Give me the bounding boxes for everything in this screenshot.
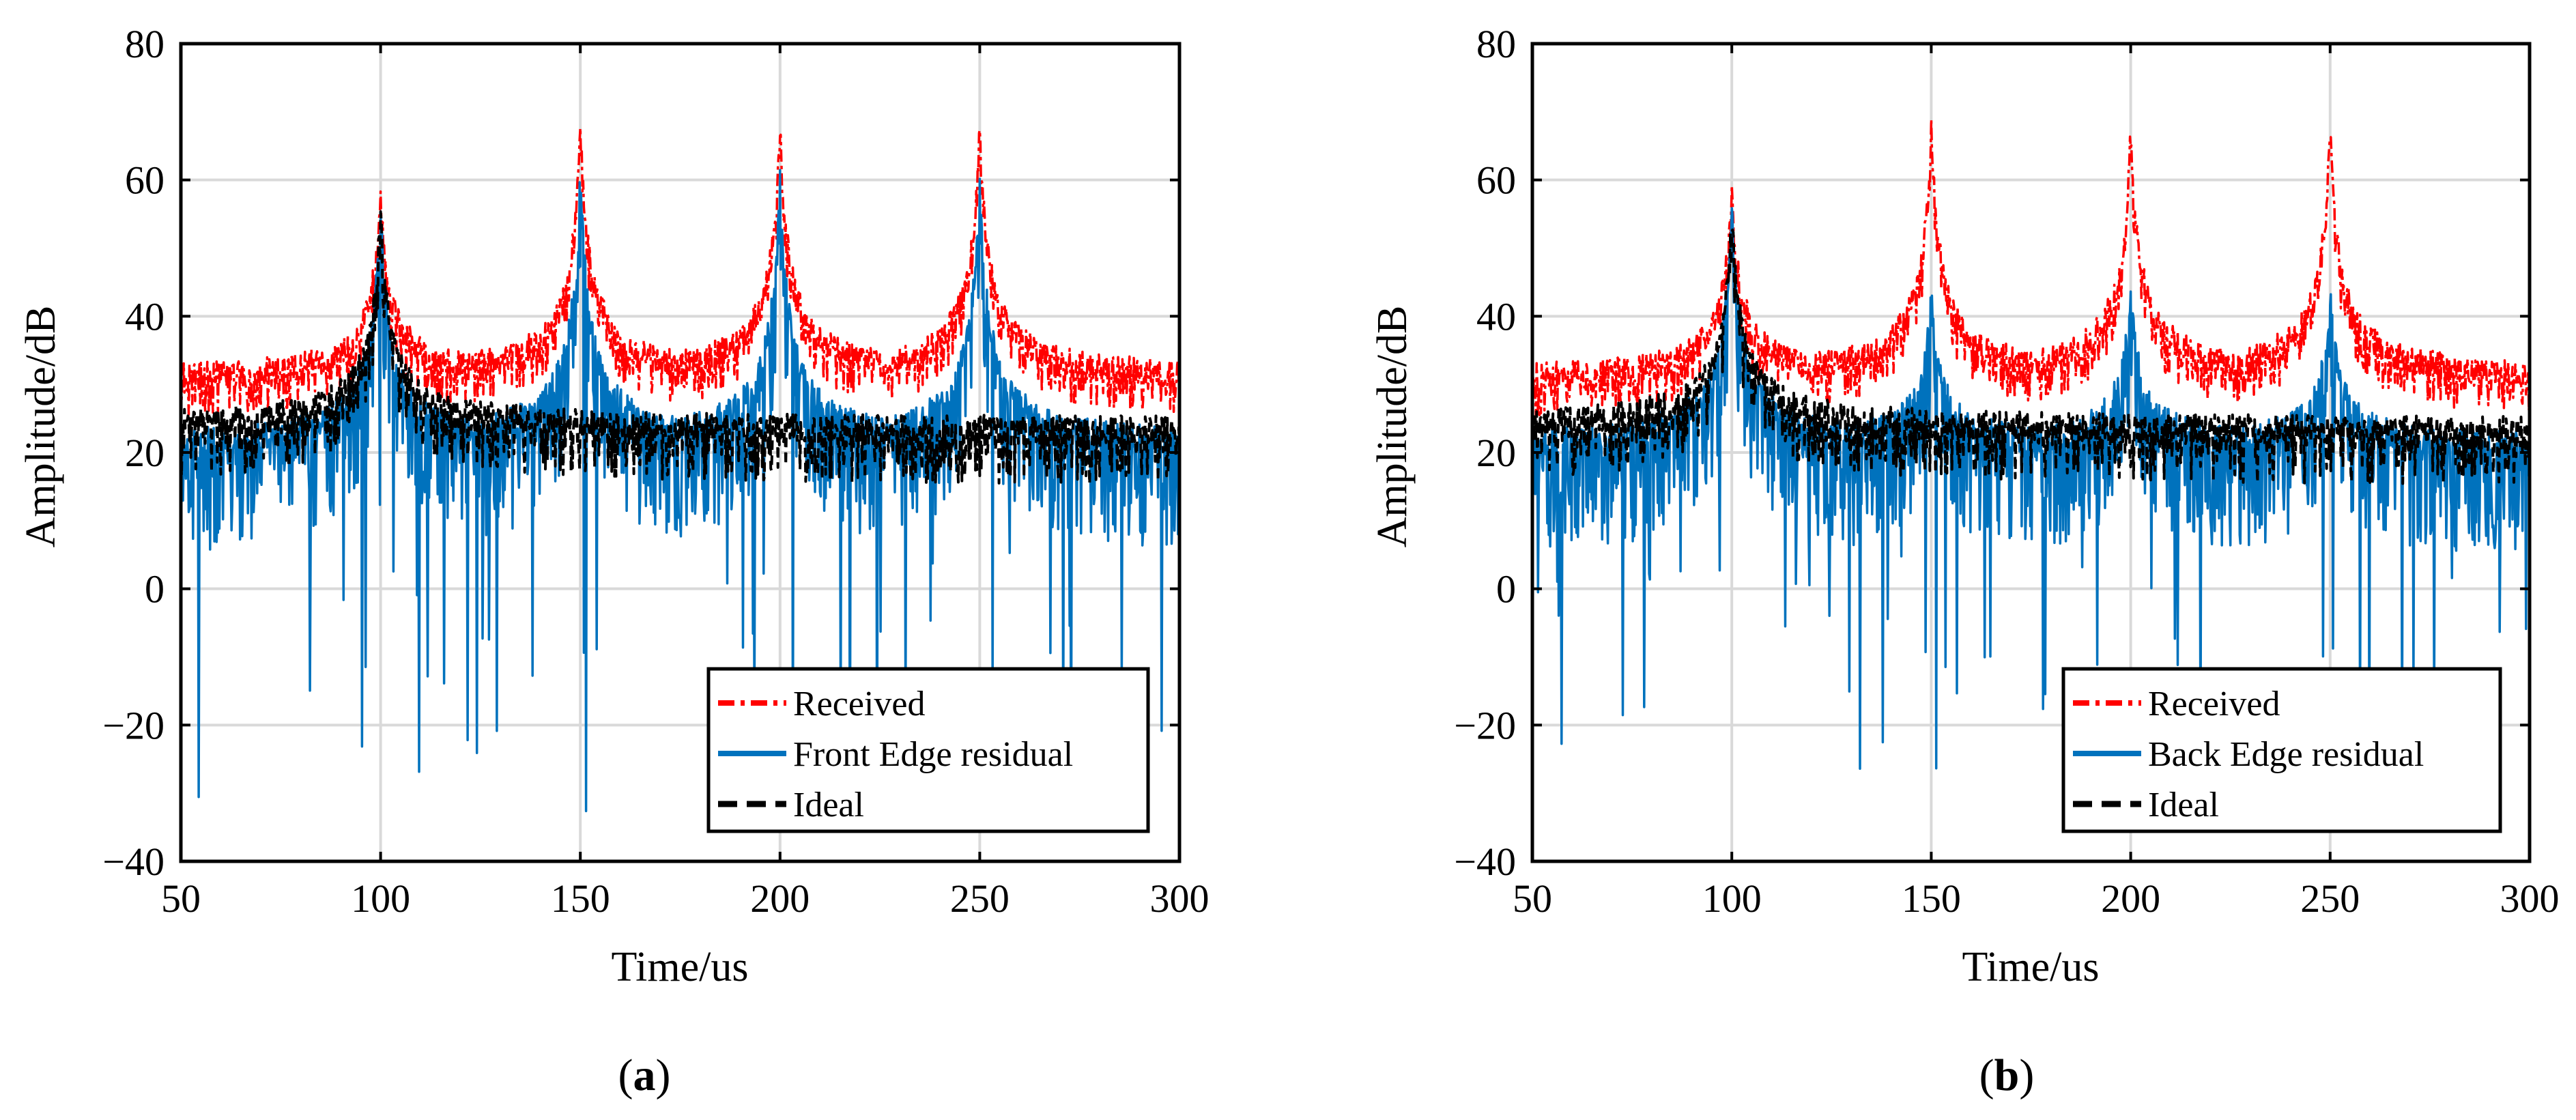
panel-a: 50 100 150 200 250 300 −40 −20 0 20 40 60 80 Time/us… [18,22,1210,1100]
y-tick-label-b: 80 [1476,22,1516,66]
x-tick-label-a: 150 [551,876,610,921]
x-tick-label-a: 300 [1150,876,1210,921]
series-received-a [181,126,1179,416]
legend-label-received-b: Received [2148,685,2280,723]
x-tick-label-a: 100 [351,876,410,921]
y-tick-label-a: −40 [102,839,164,884]
x-tick-label-a: 50 [161,876,201,921]
x-axis-label-a: Time/us [611,944,748,990]
y-tick-label-a: 60 [125,158,164,203]
panel-label-a: (a) [618,1050,671,1100]
series-received-b [1532,118,2530,418]
y-tick-label-b: −20 [1454,703,1516,747]
y-tick-label-a: 80 [125,22,164,66]
y-tick-label-b: −40 [1454,839,1516,884]
y-axis-label-a: Amplitude/dB [18,306,64,548]
legend-label-received-a: Received [793,685,925,723]
legend-label-ideal-b: Ideal [2148,786,2219,824]
panel-b: 50 100 150 200 250 300 −40 −20 0 20 40 60 80 Time/us… [1369,22,2560,1100]
legend-b: Received Back Edge residual Ideal [2061,667,2502,833]
legend-a: Received Front Edge residual Ideal [706,667,1150,833]
x-tick-label-b: 300 [2500,876,2560,921]
x-tick-label-b: 250 [2300,876,2360,921]
y-tick-label-b: 0 [1496,567,1516,612]
y-tick-label-a: 40 [125,294,164,339]
y-tick-label-b: 40 [1476,294,1516,339]
x-tick-label-b: 100 [1702,876,1762,921]
x-tick-label-a: 200 [750,876,810,921]
y-tick-label-b: 60 [1476,158,1516,203]
y-axis-label-b: Amplitude/dB [1369,306,1416,548]
y-tick-label-a: 20 [125,431,164,475]
x-tick-label-b: 50 [1513,876,1552,921]
x-tick-label-b: 200 [2101,876,2160,921]
panel-label-b: (b) [1979,1050,2035,1100]
y-tick-label-a: −20 [102,703,164,747]
x-tick-label-a: 250 [950,876,1010,921]
x-axis-label-b: Time/us [1962,944,2099,990]
series-ideal-a [181,210,1179,485]
legend-label-residual-b: Back Edge residual [2148,735,2424,774]
x-tick-label-b: 150 [1902,876,1961,921]
legend-label-ideal-a: Ideal [793,786,864,824]
y-tick-label-a: 0 [145,567,164,612]
plot-area-a: 50 100 150 200 250 300 −40 −20 0 20 40 60 80 [102,22,1209,921]
y-tick-label-b: 20 [1476,431,1516,475]
legend-label-residual-a: Front Edge residual [793,735,1073,774]
series-ideal-b [1532,228,2530,485]
